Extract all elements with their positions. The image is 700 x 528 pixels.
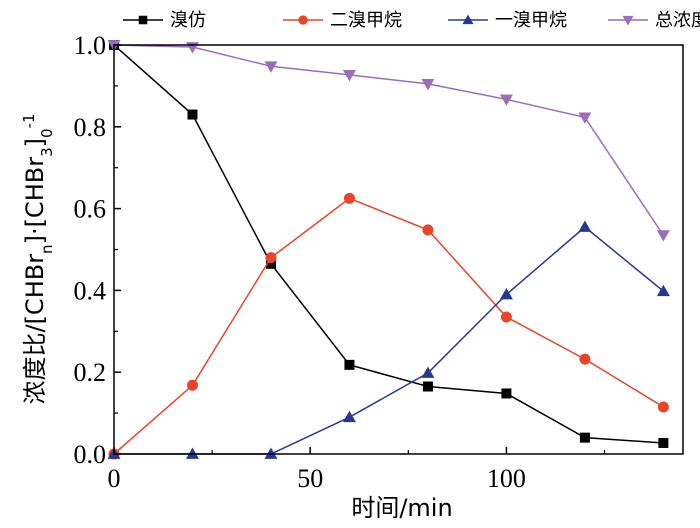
data-point <box>656 284 670 297</box>
legend-label: 溴仿 <box>170 10 206 31</box>
y-axis-title-sub: n <box>38 244 56 254</box>
legend: 溴仿 二溴甲烷 一溴甲烷 总浓度 <box>123 10 700 31</box>
data-point <box>656 230 670 242</box>
series-4 <box>107 40 670 242</box>
axes: 0 50 100 0.0 0.2 0.4 0.6 0.8 1.0 <box>74 31 684 493</box>
data-point <box>579 353 591 365</box>
data-point <box>499 94 513 106</box>
y-axis-title-part: ] <box>21 138 49 147</box>
data-point <box>658 437 669 448</box>
y-tick-label: 0.2 <box>74 358 107 387</box>
y-axis-title-sup: -1 <box>20 113 38 128</box>
series-layer <box>107 40 670 460</box>
x-tick-label: 0 <box>108 464 121 493</box>
data-point <box>579 432 590 443</box>
y-axis-title-sub: 0 <box>38 128 56 138</box>
data-point <box>342 69 356 82</box>
series-line <box>113 197 664 455</box>
legend-marker <box>462 14 474 25</box>
data-point <box>342 410 356 423</box>
x-tick-label: 100 <box>487 464 526 493</box>
x-tick-label: 50 <box>297 464 323 493</box>
data-point <box>500 311 512 323</box>
data-point <box>265 258 276 269</box>
data-point <box>264 447 278 459</box>
y-tick-label: 1.0 <box>74 31 107 60</box>
y-axis-title-part: 浓度比/[CHBr <box>21 254 49 405</box>
data-point <box>187 109 198 120</box>
legend-item-2: 二溴甲烷 <box>283 10 402 31</box>
data-point <box>186 379 198 391</box>
data-point <box>422 224 434 236</box>
data-point <box>264 61 278 73</box>
series-line <box>113 44 665 236</box>
y-tick-label: 0.8 <box>74 113 107 142</box>
y-tick-label: 0.0 <box>74 440 107 469</box>
x-axis-title: 时间/min <box>351 494 452 522</box>
legend-label: 总浓度 <box>655 10 700 31</box>
legend-item-4: 总浓度 <box>608 10 700 31</box>
data-point <box>343 192 355 204</box>
data-point <box>501 388 512 399</box>
legend-marker <box>622 15 634 26</box>
legend-marker <box>298 15 308 25</box>
data-point <box>657 401 669 413</box>
y-tick-label: 0.4 <box>74 276 107 305</box>
series-2 <box>108 192 669 460</box>
data-point <box>422 381 433 392</box>
series-line <box>113 44 664 444</box>
legend-label: 二溴甲烷 <box>330 10 402 31</box>
y-tick-label: 0.6 <box>74 195 107 224</box>
y-axis-title: 浓度比/[CHBrn]·[CHBr3]0-1 <box>20 113 56 404</box>
axes-frame <box>113 44 684 455</box>
legend-marker <box>138 15 148 25</box>
y-axis-title-sub: 3 <box>38 147 56 157</box>
data-point <box>185 447 199 459</box>
data-point <box>421 366 435 378</box>
series-line <box>114 226 664 455</box>
data-point <box>578 112 592 124</box>
data-point <box>421 78 435 91</box>
legend-item-3: 一溴甲烷 <box>448 10 567 31</box>
data-point <box>499 287 513 300</box>
series-3 <box>107 220 670 459</box>
y-axis-title-part: ]·[CHBr <box>21 157 49 245</box>
data-point <box>265 252 277 264</box>
data-point <box>344 359 355 370</box>
legend-label: 一溴甲烷 <box>495 10 567 31</box>
legend-item-1: 溴仿 <box>123 10 206 31</box>
data-point <box>578 220 592 232</box>
